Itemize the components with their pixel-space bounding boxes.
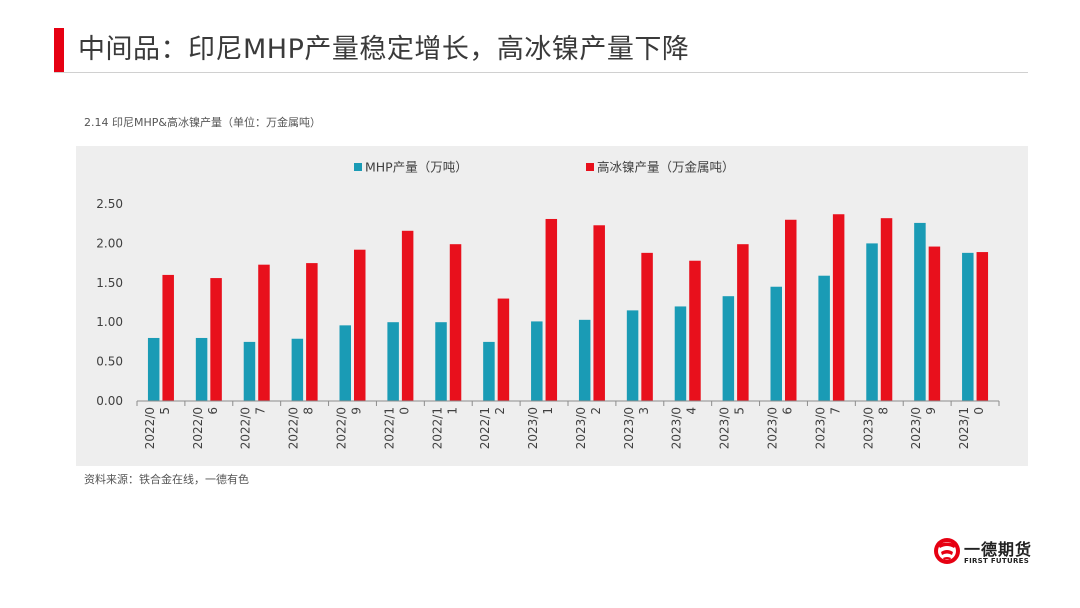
bar-ni-matte xyxy=(641,252,653,401)
y-tick-label: 2.50 xyxy=(96,197,123,211)
logo-name-cn: 一德期货 xyxy=(964,540,1033,559)
bar-mhp xyxy=(195,337,208,401)
x-tick-label: 2022/0 xyxy=(143,407,157,449)
bar-mhp xyxy=(674,306,687,401)
bar-mhp xyxy=(818,275,830,401)
x-tick-label: 2023/0 xyxy=(670,407,684,449)
bar-mhp xyxy=(914,222,926,401)
x-tick-label-suffix: 5 xyxy=(158,407,172,415)
legend-swatch-mhp xyxy=(354,163,362,171)
y-tick-label: 0.00 xyxy=(96,394,123,408)
y-tick-label: 1.00 xyxy=(96,315,123,329)
x-tick-label: 2022/0 xyxy=(287,407,301,449)
x-tick-label-suffix: 8 xyxy=(876,407,890,415)
bar-ni-matte xyxy=(785,219,797,401)
x-tick-label: 2022/0 xyxy=(239,407,253,449)
bar-mhp xyxy=(339,325,351,401)
x-tick-label: 2023/1 xyxy=(957,407,971,449)
bar-ni-matte xyxy=(210,278,222,401)
x-tick-label-suffix: 0 xyxy=(397,407,411,415)
bar-mhp xyxy=(578,319,591,401)
x-tick-label-suffix: 6 xyxy=(206,407,220,415)
x-tick-label: 2023/0 xyxy=(909,407,923,449)
y-tick-label: 2.00 xyxy=(96,236,123,250)
bar-ni-matte xyxy=(593,225,605,401)
bar-mhp xyxy=(387,322,399,401)
x-tick-label-suffix: 1 xyxy=(541,407,555,415)
legend-label-ni-matte: 高冰镍产量（万金属吨） xyxy=(597,160,735,175)
x-tick-label: 2023/0 xyxy=(861,407,875,449)
bar-ni-matte xyxy=(880,218,893,401)
bar-ni-matte xyxy=(928,246,941,401)
bar-ni-matte xyxy=(497,298,510,401)
x-tick-label: 2022/1 xyxy=(430,407,444,449)
bar-ni-matte xyxy=(354,249,366,401)
x-tick-label: 2023/0 xyxy=(718,407,732,449)
bar-mhp xyxy=(147,337,160,401)
x-tick-label: 2023/0 xyxy=(813,407,827,449)
x-tick-label-suffix: 2 xyxy=(589,407,603,415)
title-accent-bar xyxy=(54,28,64,72)
bar-ni-matte xyxy=(258,264,270,401)
bar-ni-matte xyxy=(832,214,845,401)
logo-name-en: FIRST FUTURES xyxy=(964,557,1030,565)
bar-mhp xyxy=(483,341,495,401)
bar-ni-matte xyxy=(449,244,462,401)
x-tick-label-suffix: 2 xyxy=(493,407,507,415)
x-tick-label-suffix: 9 xyxy=(924,407,938,415)
y-tick-label: 0.50 xyxy=(96,355,123,369)
x-tick-label-suffix: 4 xyxy=(685,407,699,415)
x-tick-label-suffix: 8 xyxy=(302,407,316,415)
legend-swatch-ni-matte xyxy=(586,163,594,171)
x-tick-label-suffix: 0 xyxy=(972,407,986,415)
x-tick-label: 2022/0 xyxy=(191,407,205,449)
bar-mhp xyxy=(291,338,304,401)
x-tick-label-suffix: 7 xyxy=(828,407,842,415)
legend-label-mhp: MHP产量（万吨） xyxy=(365,160,468,175)
bar-ni-matte xyxy=(689,260,701,401)
y-tick-label: 1.50 xyxy=(96,276,123,290)
bar-ni-matte xyxy=(545,218,558,401)
x-tick-label: 2023/0 xyxy=(574,407,588,449)
bar-mhp xyxy=(626,310,639,401)
x-tick-label: 2022/0 xyxy=(335,407,349,449)
bar-ni-matte xyxy=(976,252,989,401)
x-tick-label: 2022/1 xyxy=(382,407,396,449)
logo-mark-icon xyxy=(934,538,960,564)
source-note: 资料来源：铁合金在线，一德有色 xyxy=(84,473,249,486)
x-tick-label-suffix: 1 xyxy=(445,407,459,415)
company-logo: 一德期货 FIRST FUTURES xyxy=(932,532,1042,572)
bar-ni-matte xyxy=(737,244,749,401)
bar-ni-matte xyxy=(162,274,174,401)
x-tick-label-suffix: 6 xyxy=(781,407,795,415)
bar-ni-matte xyxy=(306,263,318,401)
x-tick-label-suffix: 9 xyxy=(350,407,364,415)
bar-mhp xyxy=(866,243,878,401)
bar-mhp xyxy=(770,286,782,401)
bar-ni-matte xyxy=(401,230,414,401)
bar-mhp xyxy=(531,321,543,401)
slide-title: 中间品：印尼MHP产量稳定增长，高冰镍产量下降 xyxy=(78,34,690,65)
title-divider xyxy=(54,72,1028,73)
bar-mhp xyxy=(962,252,974,401)
bar-mhp xyxy=(435,322,447,401)
x-tick-label-suffix: 5 xyxy=(733,407,747,415)
chart-caption: 2.14 印尼MHP&高冰镍产量（单位：万金属吨） xyxy=(84,116,321,129)
bar-mhp xyxy=(243,341,256,401)
x-tick-label: 2023/0 xyxy=(766,407,780,449)
x-tick-label: 2023/0 xyxy=(622,407,636,449)
x-tick-label: 2023/0 xyxy=(526,407,540,449)
x-tick-label-suffix: 3 xyxy=(637,407,651,415)
bar-mhp xyxy=(722,296,735,401)
x-tick-label-suffix: 7 xyxy=(254,407,268,415)
x-tick-label: 2022/1 xyxy=(478,407,492,449)
